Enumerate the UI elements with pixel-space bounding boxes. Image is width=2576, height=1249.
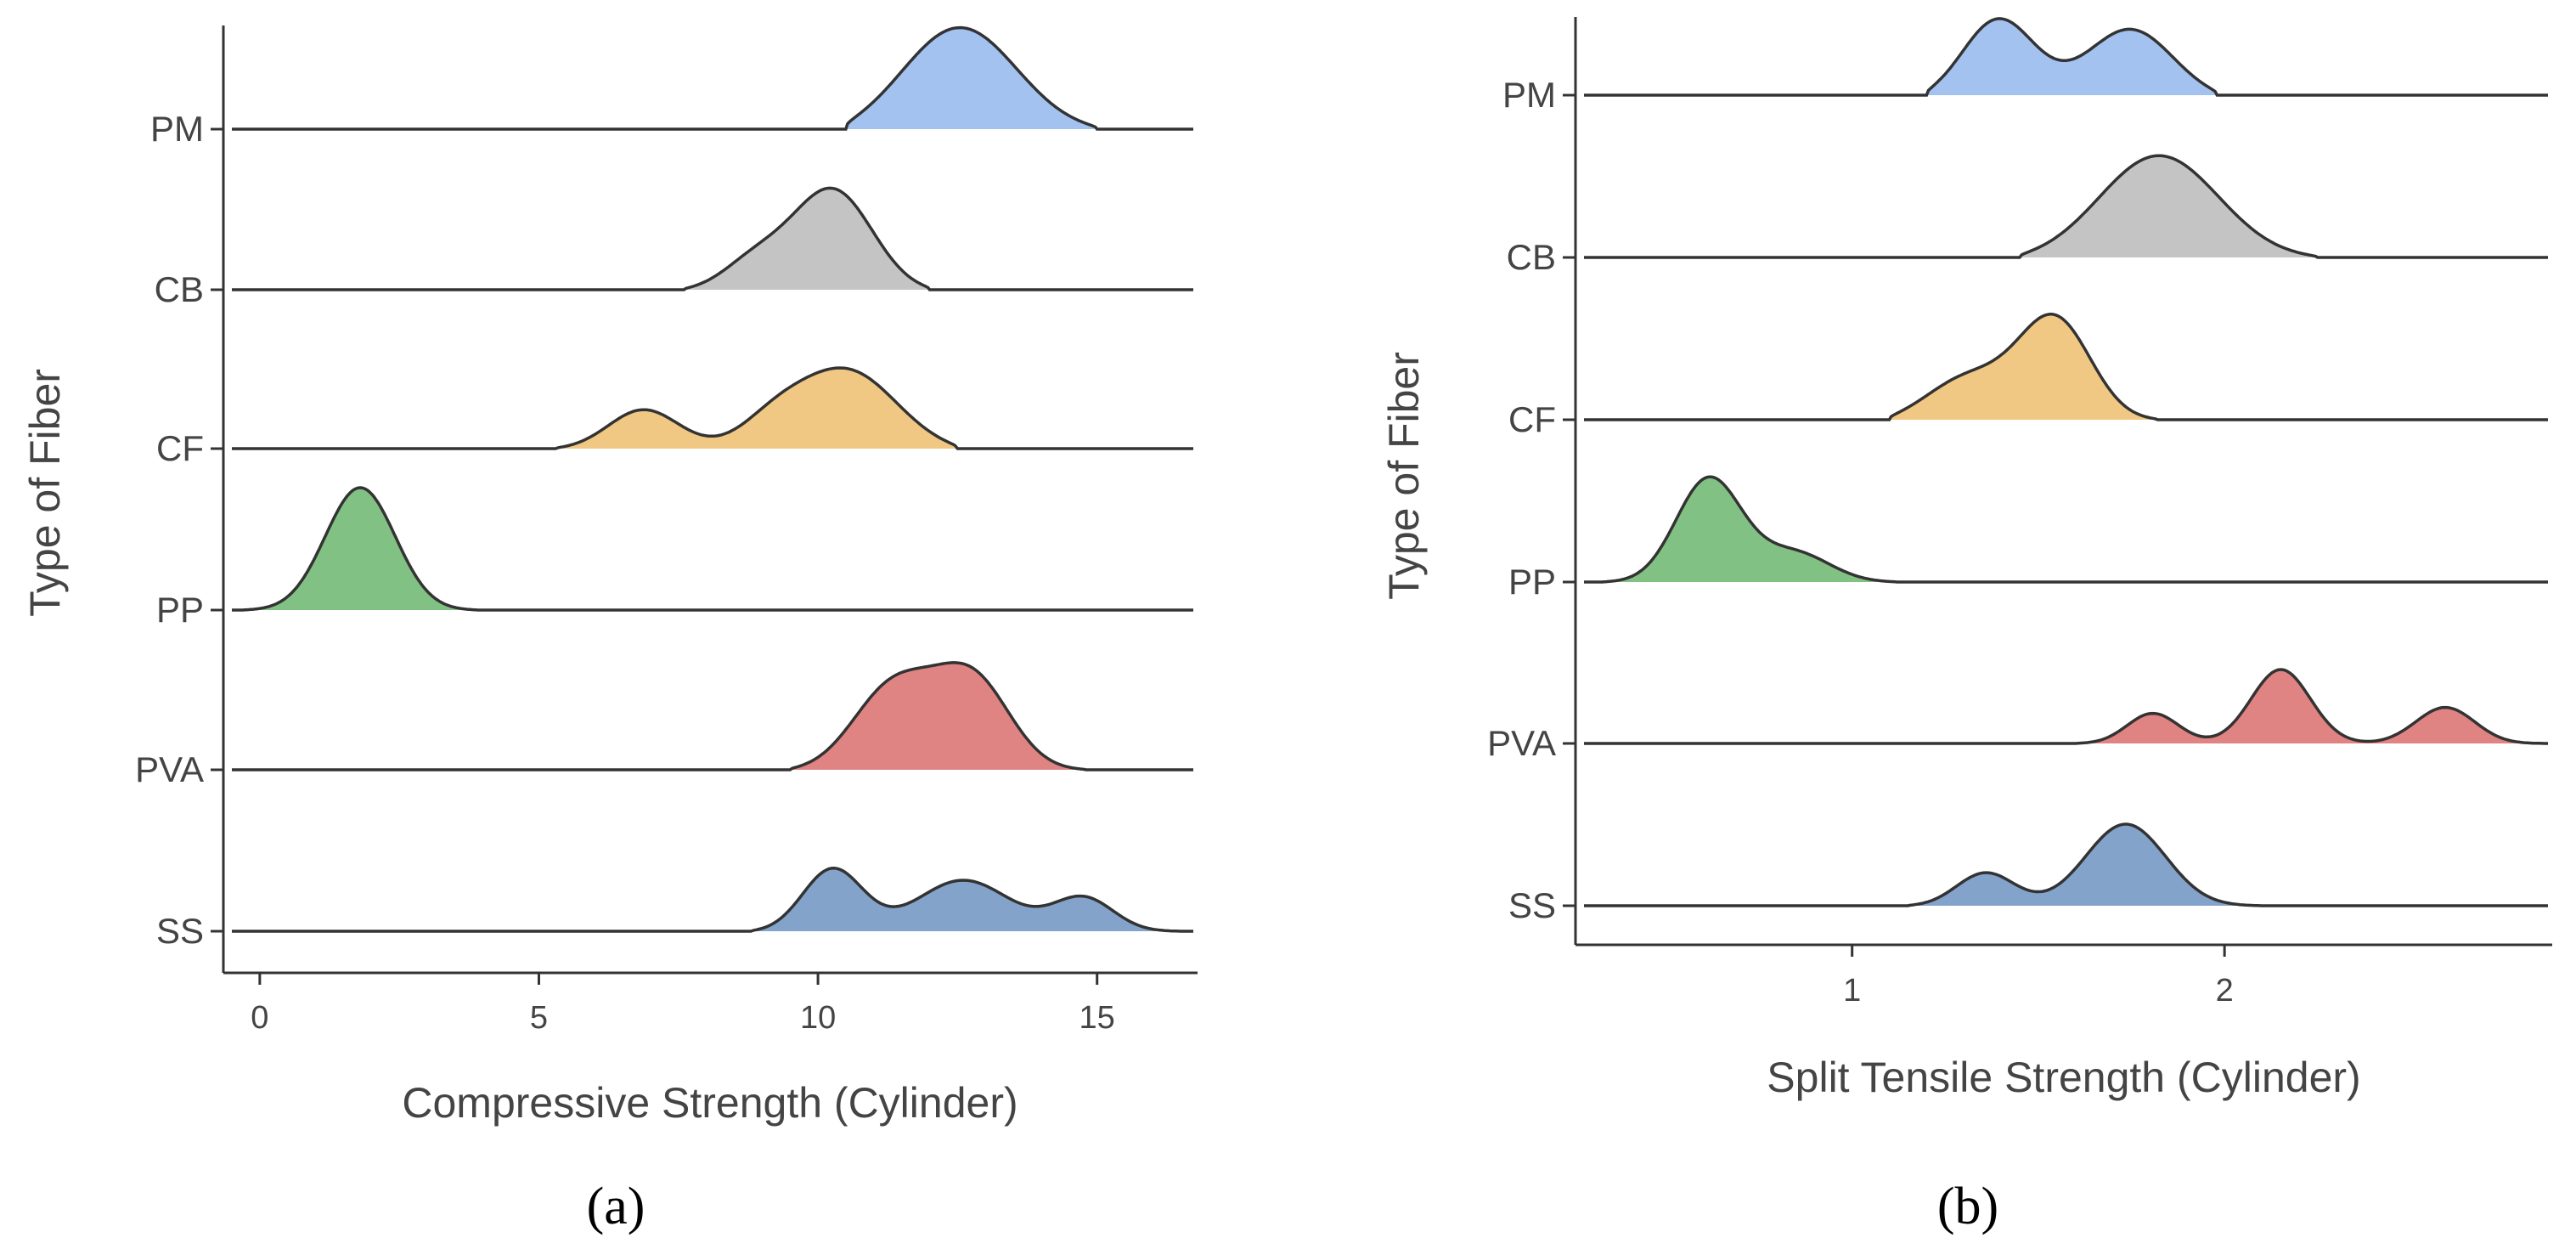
ridges-b: [1584, 17, 2548, 907]
density-fill-pva: [2075, 670, 2545, 743]
y-tick-label-pm: PM: [1502, 75, 1556, 115]
y-tick-label-pva: PVA: [135, 749, 204, 789]
x-tick-label: 15: [1079, 1000, 1115, 1036]
ridges-a: [232, 25, 1193, 933]
y-tick-label-ss: SS: [1508, 885, 1556, 925]
density-fill-ss: [1908, 824, 2262, 906]
y-tick-label-cb: CB: [1507, 237, 1556, 277]
ridge-ss-b: [1584, 822, 2548, 907]
ticks-b: PM CB CF PP PVA SS 1 2: [1487, 75, 2234, 1009]
density-outline-ss: [232, 867, 1193, 933]
ridge-pm-b: [1584, 17, 2548, 97]
ridge-pp-b: [1584, 475, 2548, 584]
density-outline-pp: [1584, 475, 2548, 584]
density-outline-pm: [232, 25, 1193, 131]
ticks-a: PM CB CF PP PVA SS 0 5 10 15: [135, 109, 1115, 1036]
density-outline-pp: [232, 486, 1193, 612]
x-axis-title-b: Split Tensile Strength (Cylinder): [1767, 1054, 2360, 1101]
ridge-pm-a: [232, 25, 1193, 131]
density-outline-cb: [232, 186, 1193, 291]
chart-panel-a: PM CB CF PP PVA SS 0 5 10 15 Type of Fiber Compre…: [21, 25, 1198, 1235]
x-tick-label: 10: [800, 1000, 836, 1036]
ridge-cf-b: [1584, 313, 2548, 421]
density-fill-cf: [1889, 314, 2158, 420]
x-tick-label: 1: [1843, 973, 1861, 1009]
ridge-pva-a: [232, 661, 1193, 771]
y-tick-label-pva: PVA: [1487, 723, 1556, 763]
y-tick-label-cf: CF: [156, 428, 204, 468]
chart-panel-b: PM CB CF PP PVA SS 1 2 Type of Fiber Split Tens…: [1380, 17, 2552, 1235]
y-tick-label-cb: CB: [155, 269, 204, 309]
x-tick-label: 2: [2216, 973, 2234, 1009]
ridge-ss-a: [232, 867, 1193, 933]
density-outline-pva: [232, 661, 1193, 771]
density-fill-pm: [845, 27, 1097, 129]
ridge-cb-b: [1584, 154, 2548, 259]
density-outline-cb: [1584, 154, 2548, 259]
density-outline-cf: [232, 366, 1193, 450]
density-fill-cb: [2020, 155, 2318, 257]
density-outline-pm: [1584, 17, 2548, 97]
y-tick-label-pp: PP: [1508, 562, 1556, 602]
y-axis-title-b: Type of Fiber: [1380, 352, 1428, 600]
density-fill-ss: [751, 868, 1181, 931]
density-outline-pva: [1584, 668, 2548, 745]
ridge-pp-a: [232, 486, 1193, 612]
y-tick-label-pp: PP: [156, 590, 204, 630]
x-tick-label: 5: [530, 1000, 548, 1036]
density-fill-pva: [790, 662, 1086, 770]
x-tick-label: 0: [251, 1000, 268, 1036]
y-axis-title-a: Type of Fiber: [21, 369, 69, 617]
y-tick-label-cf: CF: [1508, 399, 1556, 439]
density-fill-cb: [684, 188, 930, 290]
ridge-cb-a: [232, 186, 1193, 291]
y-tick-label-ss: SS: [156, 911, 204, 951]
density-fill-cf: [555, 368, 958, 449]
density-outline-cf: [1584, 313, 2548, 421]
panel-label-a: (a): [587, 1178, 645, 1235]
density-fill-pp: [243, 488, 478, 610]
density-outline-ss: [1584, 822, 2548, 907]
density-fill-pm: [1926, 18, 2218, 95]
ridge-cf-a: [232, 366, 1193, 450]
ridge-pva-b: [1584, 668, 2548, 745]
panel-label-b: (b): [1937, 1178, 1998, 1235]
density-fill-pp: [1602, 477, 1897, 582]
x-axis-title-a: Compressive Strength (Cylinder): [402, 1079, 1017, 1127]
y-tick-label-pm: PM: [150, 109, 204, 149]
